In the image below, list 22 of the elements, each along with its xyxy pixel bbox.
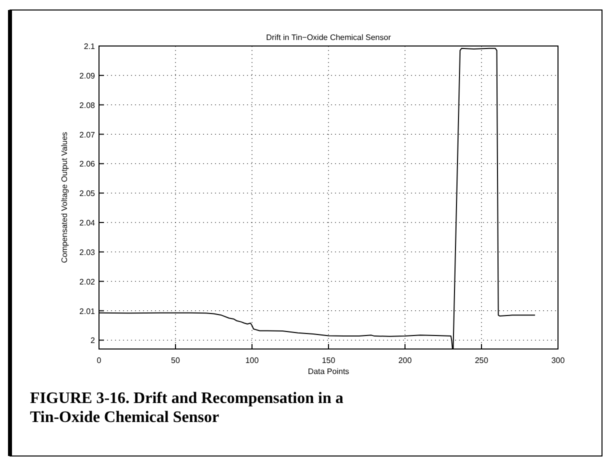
y-tick-label: 2.01 [79,306,96,316]
y-tick-label: 2.1 [84,42,96,51]
y-tick-label: 2.08 [79,100,96,110]
y-tick-label: 2.06 [79,160,96,169]
caption: FIGURE 3-16. Drift and Recompensation in a Tin-Oxide Chemical Sensor [30,390,344,426]
x-tick-label: 50 [171,356,180,365]
y-tick-label: 2.04 [79,218,96,228]
x-tick-label: 300 [551,356,566,365]
y-tick-label: 2.07 [79,130,96,140]
x-axis-title: Data Points [308,367,350,376]
y-tick-label: 2 [90,336,96,346]
y-tick-label: 2.05 [79,189,96,198]
chart-title: Drift in Tin−Oxide Chemical Sensor [266,33,392,42]
y-axis-title: Compensated Voltage Output Values [60,132,69,264]
x-tick-label: 0 [96,356,102,365]
x-tick-label: 150 [322,356,336,365]
y-tick-label: 2.09 [79,71,96,80]
x-tick-label: 200 [398,356,412,365]
y-tick-label: 2.03 [79,248,96,257]
y-tick-label: 2.02 [79,277,96,286]
x-tick-label: 100 [245,356,260,365]
x-tick-label: 250 [474,356,489,365]
